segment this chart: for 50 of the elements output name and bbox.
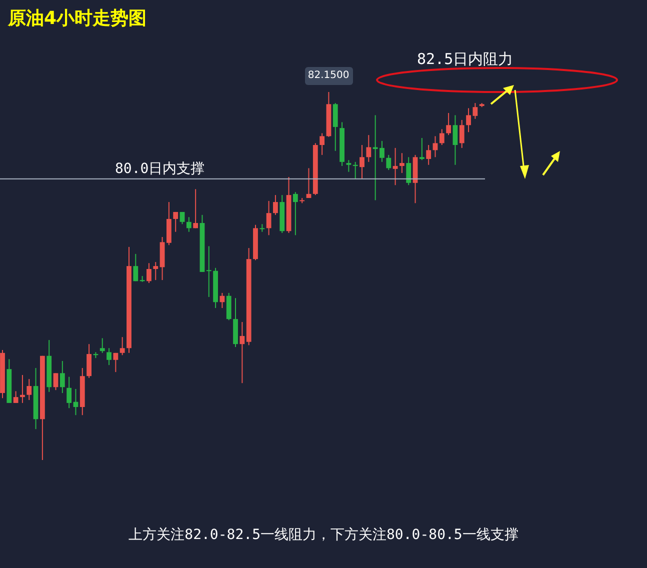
candlestick <box>260 224 265 232</box>
candlestick <box>419 138 424 161</box>
candlestick <box>180 211 185 225</box>
candlestick <box>153 262 158 281</box>
candlestick <box>392 147 398 186</box>
candlestick <box>60 360 65 394</box>
candlestick <box>386 154 392 171</box>
candlestick <box>446 112 452 136</box>
candlestick <box>13 390 18 404</box>
candlestick <box>292 192 298 236</box>
candlestick <box>26 378 32 401</box>
candlestick <box>100 338 105 354</box>
candlestick <box>346 160 352 172</box>
text: 82.5日内阻力 <box>417 50 514 69</box>
candlestick <box>133 253 138 282</box>
candlestick <box>53 372 58 391</box>
candlestick <box>452 114 458 166</box>
candlestick <box>220 292 225 309</box>
chart-title: 原油4小时走势图 <box>8 7 147 30</box>
candlestick <box>360 144 364 180</box>
candlestick <box>426 144 432 166</box>
candlestick <box>320 132 325 156</box>
candlestick <box>240 322 245 384</box>
candlestick <box>206 246 212 298</box>
candlestick <box>366 134 372 162</box>
text: 82.1500 <box>304 67 353 85</box>
candlestick <box>146 262 152 284</box>
candlestick <box>113 352 118 373</box>
text: 上方关注82.0-82.5一线阻力，下方关注80.0-80.5一线支撑 <box>128 526 520 544</box>
candlestick <box>226 292 232 321</box>
candlestick <box>186 216 192 232</box>
candlestick <box>266 200 272 236</box>
candlestick <box>106 348 112 366</box>
candlestick <box>20 374 25 404</box>
candlestick <box>173 211 178 232</box>
candlestick <box>432 136 438 158</box>
candlestick <box>406 156 412 186</box>
candlestick <box>352 161 358 180</box>
candlestick <box>400 152 404 174</box>
candlestick <box>306 168 312 198</box>
candlestick <box>459 119 464 148</box>
candlestick <box>332 102 338 152</box>
candlestick <box>86 344 92 378</box>
candlestick <box>66 376 72 409</box>
candlestick <box>120 336 125 356</box>
candlestick <box>193 188 198 229</box>
candlestick <box>273 194 278 216</box>
ref-line-label: 80.0日内支撑 <box>115 160 205 177</box>
candlestick <box>166 202 172 246</box>
candlestick <box>439 128 444 146</box>
